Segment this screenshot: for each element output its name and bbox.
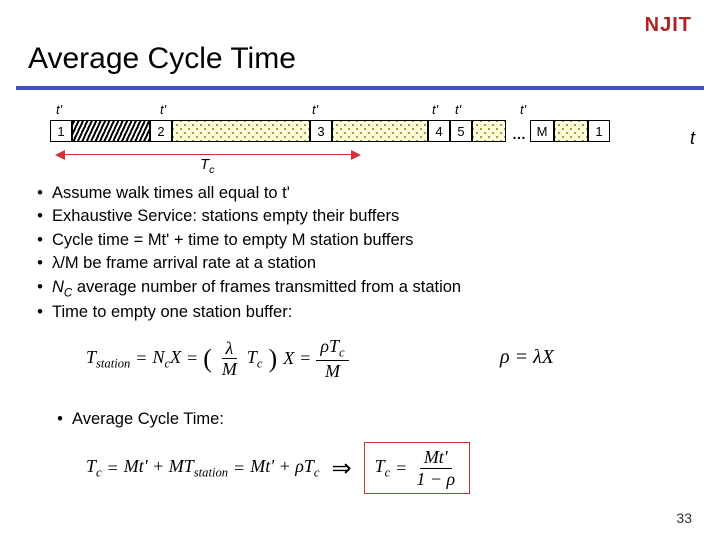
- njit-logo: NJIT: [645, 14, 692, 37]
- title-rule: [16, 86, 704, 90]
- idle-segment: [472, 120, 506, 142]
- idle-segment: [554, 120, 588, 142]
- station-box-M: M: [530, 120, 554, 142]
- tprime-label: t': [455, 102, 461, 117]
- station-box-3: 3: [310, 120, 332, 142]
- idle-segment: [332, 120, 428, 142]
- tprime-label: t': [432, 102, 438, 117]
- tc-label: Tc: [200, 156, 214, 176]
- list-item: •Assume walk times all equal to t': [28, 182, 692, 205]
- tprime-label: t': [160, 102, 166, 117]
- list-item: •Exhaustive Service: stations empty thei…: [28, 205, 692, 228]
- formula-tc: Tc = Mt' + MTstation = Mt' + ρTc ⇒ Tc = …: [86, 442, 470, 494]
- station-box-5: 5: [450, 120, 472, 142]
- tprime-label: t': [56, 102, 62, 117]
- ellipsis: …: [512, 126, 526, 142]
- formula-rho: ρ = λX: [500, 346, 554, 369]
- station-box-4: 4: [428, 120, 450, 142]
- station-box-1: 1: [50, 120, 72, 142]
- list-item: •λ/M be frame arrival rate at a station: [28, 252, 692, 275]
- list-item: •Cycle time = Mt' + time to empty M stat…: [28, 229, 692, 252]
- tprime-label: t': [520, 102, 526, 117]
- timeline: 1 2 3 4 5 M 1: [50, 120, 670, 144]
- time-axis-label: t: [690, 128, 695, 149]
- station-box-2: 2: [150, 120, 172, 142]
- list-item: • NC average number of frames transmitte…: [28, 276, 692, 302]
- formula-tstation: Tstation = NcX = ( λ M Tc ) X = ρTc M: [86, 336, 349, 382]
- busy-segment: [72, 120, 150, 142]
- page-title: Average Cycle Time: [28, 42, 296, 76]
- tprime-label: t': [312, 102, 318, 117]
- avg-cycle-bullet: •Average Cycle Time:: [48, 410, 224, 429]
- result-box: Tc = Mt' 1 − ρ: [364, 442, 471, 494]
- bullet-list: •Assume walk times all equal to t' •Exha…: [28, 182, 692, 325]
- station-box-1b: 1: [588, 120, 610, 142]
- list-item: •Time to empty one station buffer:: [28, 301, 692, 324]
- idle-segment: [172, 120, 310, 142]
- slide-number: 33: [676, 510, 692, 526]
